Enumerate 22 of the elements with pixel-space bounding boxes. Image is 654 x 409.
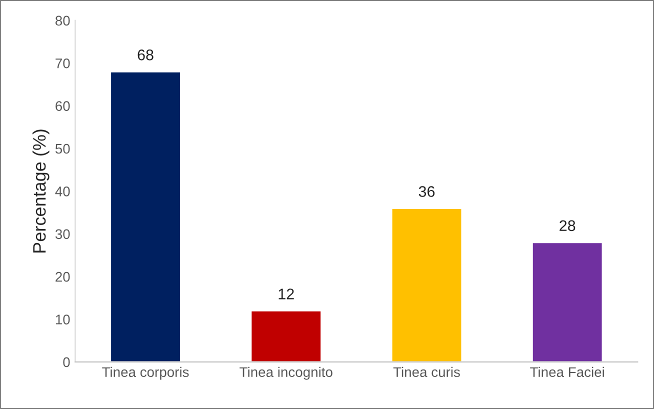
x-tick-label: Tinea corporis — [102, 366, 189, 380]
y-tick-label: 10 — [56, 314, 70, 324]
bar — [531, 242, 604, 362]
bar — [250, 310, 322, 362]
y-tick-label: 30 — [55, 229, 70, 240]
data-label: 68 — [138, 50, 154, 60]
y-axis-title: Percentage (%) — [32, 130, 50, 252]
y-tick-label: 50 — [55, 144, 70, 154]
y-tick-label: 0 — [63, 357, 70, 368]
bar — [390, 208, 463, 362]
bar — [110, 70, 182, 362]
x-tick-label: Tinea Faciei — [530, 366, 604, 378]
y-tick-label: 20 — [56, 272, 70, 282]
y-tick-label: 60 — [56, 101, 70, 111]
data-label: 12 — [278, 288, 294, 300]
data-label: 36 — [418, 186, 435, 197]
data-label: 28 — [560, 220, 576, 232]
x-tick-label: Tinea curis — [393, 366, 460, 378]
y-tick-label: 70 — [56, 58, 70, 68]
y-tick-label: 40 — [55, 186, 70, 196]
x-tick-label: Tinea incognito — [240, 366, 332, 380]
y-tick-label: 80 — [56, 16, 70, 26]
